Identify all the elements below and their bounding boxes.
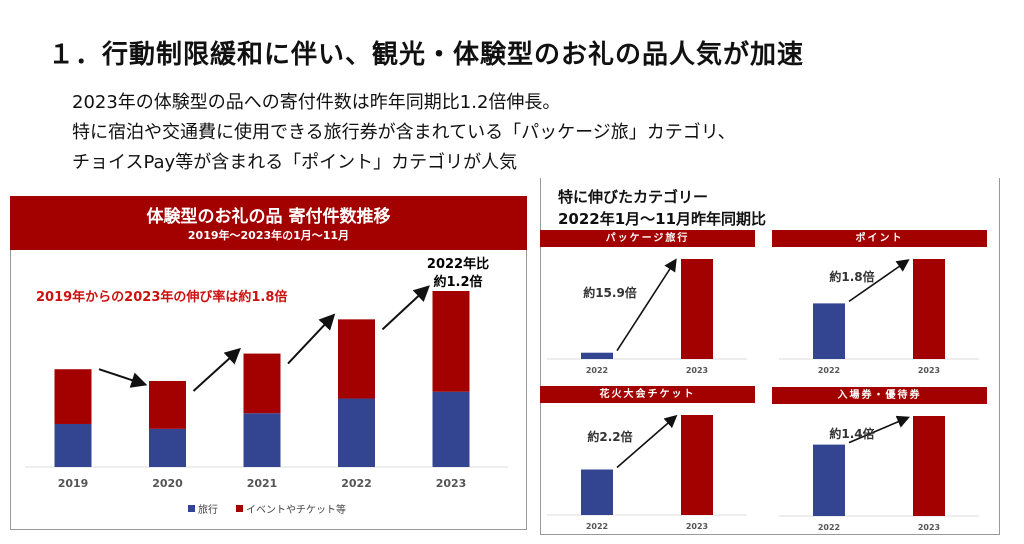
category-chart: 2022 2023 約1.8倍 bbox=[779, 259, 979, 375]
legend-swatch-event bbox=[236, 505, 243, 512]
category-header: 花火大会チケット bbox=[540, 386, 755, 403]
x-tick-label: 2021 bbox=[247, 477, 278, 490]
x-tick-label: 2022 bbox=[818, 366, 840, 375]
bar-event bbox=[338, 319, 375, 399]
growth-label: 約1.8倍 bbox=[829, 269, 874, 284]
x-tick-label: 2022 bbox=[818, 523, 840, 532]
bar-travel bbox=[338, 398, 375, 467]
bar-2023 bbox=[913, 416, 945, 516]
growth-arrow bbox=[616, 258, 677, 352]
growth-arrow bbox=[848, 259, 910, 303]
x-tick-label: 2022 bbox=[586, 366, 608, 375]
yoy-annotation: 2022年比 bbox=[427, 256, 489, 272]
bar-event bbox=[432, 291, 470, 392]
category-chart: 2022 2023 約2.2倍 bbox=[547, 414, 747, 531]
legend-label-event: イベントやチケット等 bbox=[246, 503, 346, 516]
subtitle-line: 2023年の体験型の品への寄付件数は昨年同期比1.2倍伸長。 bbox=[72, 92, 561, 113]
arrow bbox=[381, 285, 430, 331]
arrow bbox=[192, 347, 241, 392]
bar-2022 bbox=[581, 352, 613, 359]
category-panel-subtitle: 2022年1月～11月昨年同期比 bbox=[558, 210, 767, 228]
bar-event bbox=[54, 369, 92, 424]
category-panel-title: 特に伸びたカテゴリー bbox=[558, 188, 709, 206]
legend-label-travel: 旅行 bbox=[198, 503, 218, 516]
bar-2022 bbox=[581, 469, 613, 515]
x-tick-label: 2023 bbox=[686, 522, 708, 531]
bar-2022 bbox=[813, 303, 845, 359]
bar-2023 bbox=[913, 259, 945, 359]
growth-label: 約2.2倍 bbox=[587, 429, 632, 444]
x-tick-label: 2023 bbox=[918, 366, 940, 375]
x-tick-label: 2023 bbox=[686, 366, 708, 375]
x-tick-label: 2022 bbox=[341, 477, 372, 490]
category-chart: 2022 2023 約1.4倍 bbox=[779, 415, 979, 532]
arrow bbox=[98, 368, 148, 388]
bar-2022 bbox=[813, 444, 845, 516]
category-header: パッケージ旅行 bbox=[540, 230, 755, 247]
x-tick-label: 2019 bbox=[58, 477, 89, 490]
subtitle-line: 特に宿泊や交通費に使用できる旅行券が含まれている「パッケージ旅」カテゴリ、 bbox=[72, 122, 736, 143]
bar-travel bbox=[432, 391, 470, 467]
growth-annotation: 2019年からの2023年の伸び率は約1.8倍 bbox=[36, 289, 287, 305]
bar-2023 bbox=[681, 259, 713, 359]
growth-label: 約1.4倍 bbox=[829, 426, 874, 441]
x-tick-label: 2023 bbox=[436, 477, 467, 490]
legend-swatch-travel bbox=[188, 505, 195, 512]
bar-travel bbox=[54, 423, 92, 467]
main-chart-title: 体験型のお礼の品 寄付件数推移 bbox=[146, 207, 391, 227]
x-tick-label: 2020 bbox=[152, 477, 183, 490]
yoy-annotation-value: 約1.2倍 bbox=[433, 274, 482, 290]
growth-arrow bbox=[848, 415, 910, 444]
bar-travel bbox=[149, 428, 186, 467]
main-chart-subtitle: 2019年～2023年の1月～11月 bbox=[187, 229, 350, 242]
growth-label: 約15.9倍 bbox=[583, 285, 637, 300]
bar-event bbox=[243, 353, 281, 414]
bar-event bbox=[149, 380, 186, 429]
main-chart: 2019 2020 2021 2022 2023 2019年からの2023年の伸び率は約1… bbox=[25, 256, 508, 516]
growth-arrow bbox=[616, 414, 678, 469]
subtitle-line: チョイスPay等が含まれる「ポイント」カテゴリが人気 bbox=[72, 152, 518, 173]
category-chart: 2022 2023 約15.9倍 bbox=[547, 258, 747, 375]
x-tick-label: 2023 bbox=[918, 523, 940, 532]
main-chart-header: 体験型のお礼の品 寄付件数推移 2019年～2023年の1月～11月 bbox=[10, 196, 527, 250]
category-header: 入場券・優待券 bbox=[772, 387, 987, 404]
bar-2023 bbox=[681, 415, 713, 515]
category-panel bbox=[540, 178, 1000, 535]
category-header: ポイント bbox=[772, 230, 987, 247]
x-tick-label: 2022 bbox=[586, 522, 608, 531]
bar-travel bbox=[243, 413, 281, 467]
page-title: １．行動制限緩和に伴い、観光・体験型のお礼の品人気が加速 bbox=[48, 40, 805, 70]
arrow bbox=[287, 313, 336, 365]
